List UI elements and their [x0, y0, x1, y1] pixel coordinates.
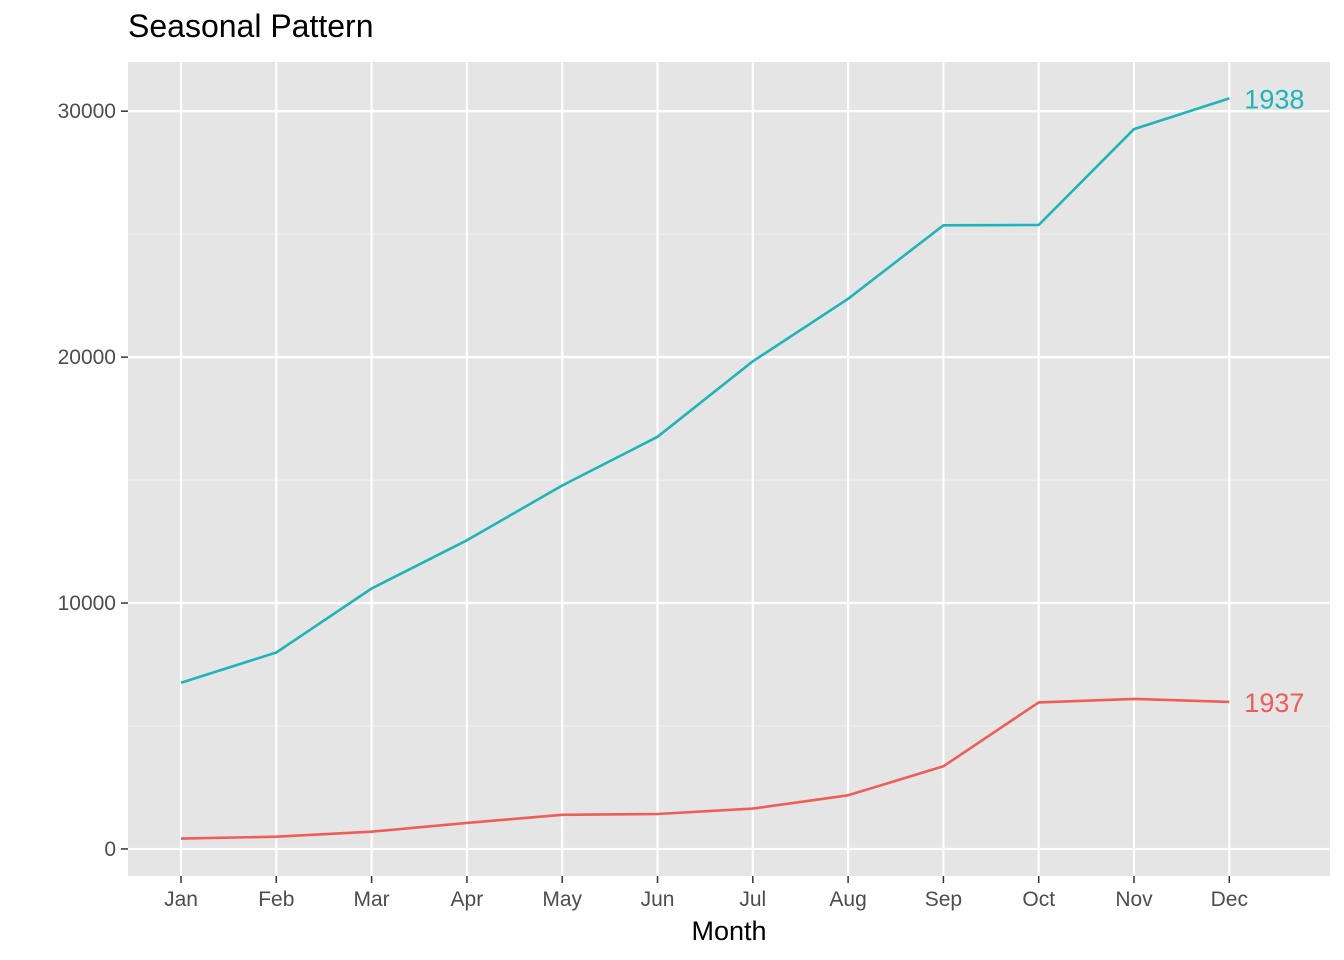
y-tick-label: 30000: [58, 100, 116, 123]
x-tick-label: Feb: [258, 888, 294, 911]
series-line-1937: [180, 697, 1230, 840]
x-tick-label: Dec: [1211, 888, 1248, 911]
x-tick-label: Jun: [641, 888, 675, 911]
x-axis: Jan Feb Mar Apr May Jun Jul Aug Sep Oct Nov Dec: [164, 876, 1248, 911]
minor-grid: [128, 233, 1330, 727]
x-tick-label: Aug: [829, 888, 866, 911]
series-lines: [180, 97, 1230, 840]
x-tick-label: Nov: [1115, 888, 1153, 911]
x-tick-label: Apr: [451, 888, 484, 911]
x-tick-label: Mar: [354, 888, 390, 911]
x-tick-label: Sep: [925, 888, 962, 911]
chart-title: Seasonal Pattern: [128, 8, 374, 44]
major-grid: [128, 62, 1330, 876]
y-tick-label: 20000: [58, 346, 116, 369]
plot-panel: [128, 62, 1330, 876]
y-tick-label: 10000: [58, 592, 116, 615]
x-tick-label: Jan: [164, 888, 198, 911]
x-tick-label: Oct: [1022, 888, 1055, 911]
x-axis-title: Month: [691, 916, 766, 946]
series-label-1938: 1938: [1244, 84, 1304, 114]
x-tick-label: Jul: [739, 888, 766, 911]
series-label-1937: 1937: [1244, 688, 1304, 718]
y-axis: 0 10000 20000 30000: [58, 100, 128, 861]
series-labels: 1937 1938: [1244, 84, 1304, 717]
y-tick-label: 0: [104, 838, 116, 861]
x-tick-label: May: [542, 888, 582, 911]
series-line-1938: [180, 97, 1230, 684]
